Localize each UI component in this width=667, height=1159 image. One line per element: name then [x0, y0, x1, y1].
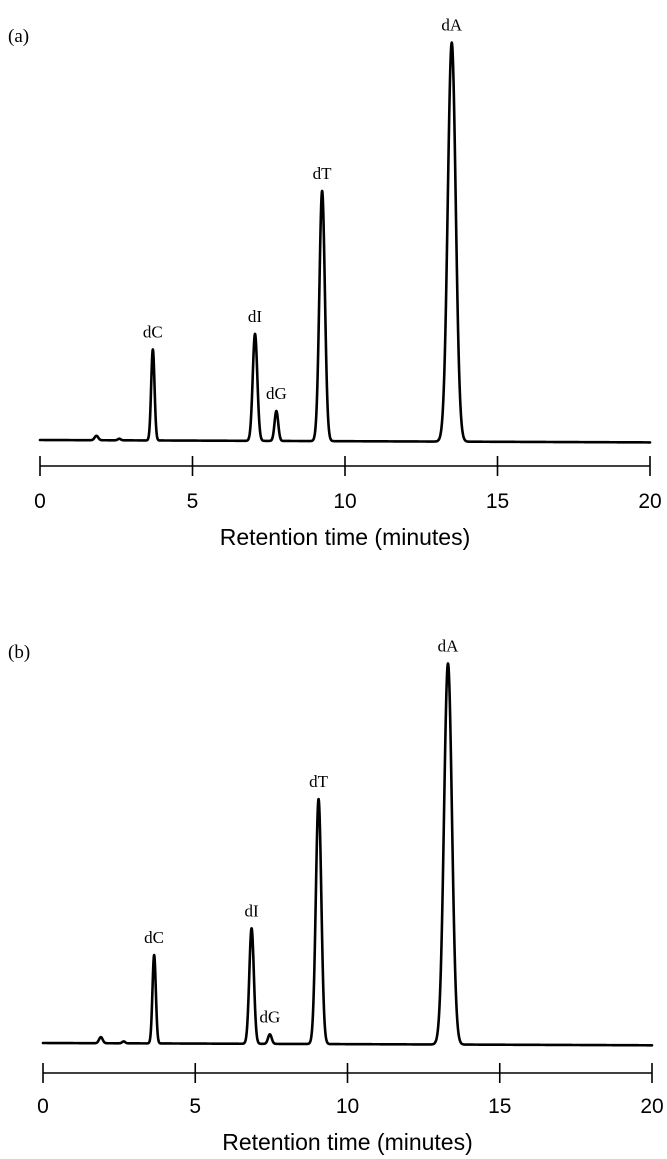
x-tick-label: 15: [488, 1095, 511, 1118]
peak-label-dI: dI: [245, 901, 260, 920]
peak-label-dT: dT: [313, 164, 333, 183]
x-tick-label: 0: [34, 490, 46, 513]
x-tick-label: 5: [187, 490, 199, 513]
peak-label-dC: dC: [143, 323, 163, 342]
peak-label-dG: dG: [260, 1007, 281, 1026]
x-tick-label: 10: [336, 1095, 359, 1118]
peak-label-dI: dI: [248, 307, 263, 326]
peak-label-dG: dG: [266, 384, 287, 403]
chromatogram-trace-a: [38, 41, 652, 444]
x-tick-label: 20: [640, 1095, 663, 1118]
x-axis-title: Retention time (minutes): [220, 524, 471, 550]
x-tick-label: 0: [37, 1095, 49, 1118]
x-axis-title: Retention time (minutes): [222, 1129, 473, 1155]
x-tick-label: 20: [638, 490, 661, 513]
peak-label-dT: dT: [309, 772, 329, 791]
peak-label-dA: dA: [438, 637, 460, 656]
x-tick-label: 10: [333, 490, 356, 513]
peak-label-dA: dA: [441, 16, 463, 35]
chromatogram-trace-b: [41, 662, 654, 1047]
panel-label: (a): [8, 26, 29, 47]
peak-label-dC: dC: [144, 928, 164, 947]
x-tick-label: 5: [189, 1095, 201, 1118]
x-tick-label: 15: [486, 490, 509, 513]
panel-label: (b): [8, 642, 30, 663]
